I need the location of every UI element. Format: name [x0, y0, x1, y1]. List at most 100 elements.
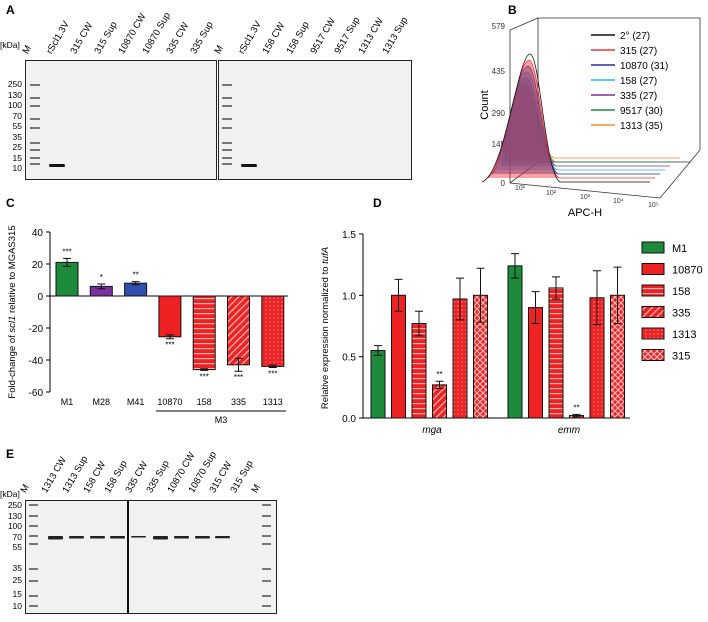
bar: [370, 350, 386, 419]
x-tick: 10⁵: [648, 202, 659, 209]
error-bar: [476, 267, 485, 323]
legend-label: 10870 (31): [620, 61, 668, 72]
panel-label-d: D: [373, 196, 382, 210]
bar: [411, 323, 427, 419]
bar: [507, 265, 523, 419]
legend-swatch: [641, 306, 665, 318]
error-bar: [531, 291, 540, 325]
y-tick: 579: [492, 22, 506, 31]
legend-swatch: [641, 241, 665, 254]
legend-label: 158: [672, 286, 690, 298]
error-bar: [572, 413, 581, 418]
x-tick: M41: [127, 397, 145, 407]
kda-marker: 100: [7, 100, 22, 110]
y-tick: 0: [37, 292, 43, 303]
ladder-band: [30, 118, 40, 120]
group-label: M3: [215, 415, 228, 425]
kda-marker: 25: [12, 142, 22, 152]
significance: ***: [234, 373, 243, 382]
ladder-band: [262, 595, 271, 597]
error-bar: [552, 276, 560, 300]
ladder-band: [222, 157, 232, 159]
ladder-band: [30, 105, 40, 107]
ladder-band: [262, 543, 271, 545]
kda-marker: 100: [7, 521, 22, 531]
legend-label: 10870: [672, 265, 703, 277]
ladder-band: [222, 84, 232, 86]
x-tick: 10³: [580, 194, 591, 201]
error-bar: [613, 266, 622, 325]
significance: *: [100, 273, 103, 282]
kda-marker: 130: [7, 510, 22, 521]
kda-marker: 70: [12, 531, 22, 542]
ladder-band: [222, 97, 232, 99]
bar: [548, 287, 564, 419]
ladder-band: [30, 142, 40, 144]
bar: [261, 295, 285, 367]
panel-label-a: A: [6, 3, 15, 17]
kda-marker: 15: [12, 589, 22, 599]
x-tick: 1313: [263, 397, 283, 407]
significance: **: [132, 271, 138, 280]
error-bar: [131, 281, 140, 286]
plot-floor: [509, 149, 701, 199]
protein-band: [195, 536, 210, 539]
y-tick: 1.5: [342, 230, 356, 241]
western-blot-a-right: [218, 60, 412, 180]
legend-label: 1313 (35): [620, 121, 663, 132]
x-tick: 10²: [546, 190, 557, 197]
ladder-band: [29, 504, 38, 506]
ladder-band: [29, 515, 38, 517]
legend-label: 315 (27): [620, 46, 657, 57]
ladder-band: [262, 605, 271, 607]
y-tick: 290: [492, 109, 506, 118]
legend-label: 335: [672, 308, 690, 320]
legend-label: 335 (27): [620, 91, 657, 102]
y-tick: 20: [32, 260, 44, 271]
protein-band: [241, 164, 257, 167]
blot-divider: [127, 500, 129, 613]
ladder-band: [29, 605, 38, 607]
y-axis-label: Fold-change of scl1 relative to MGAS315: [7, 225, 18, 398]
y-tick: -20: [29, 324, 44, 335]
y-tick: -40: [29, 356, 44, 367]
ladder-band: [262, 515, 271, 517]
ladder-band: [29, 525, 38, 527]
kda-marker: 10: [12, 163, 22, 173]
error-bar: [511, 253, 519, 279]
ladder-band: [222, 149, 232, 151]
x-tick: 335: [231, 397, 246, 407]
significance: ***: [165, 341, 174, 350]
x-tick: 10¹: [515, 185, 526, 192]
bar: [192, 295, 216, 371]
error-bar: [268, 364, 277, 369]
error-bar: [456, 277, 464, 321]
bar: [432, 384, 447, 419]
x-tick: M28: [93, 397, 111, 407]
x-tick: 10870: [157, 397, 182, 407]
y-axis-label: Count: [479, 90, 491, 119]
bar: [528, 307, 543, 419]
x-axis-label: APC-H: [568, 207, 602, 219]
error-bar: [97, 283, 106, 290]
significance: ***: [268, 370, 277, 379]
ladder-band: [30, 84, 40, 86]
x-tick: emm: [558, 425, 580, 436]
error-bar: [415, 310, 423, 337]
error-bar: [234, 357, 243, 372]
ladder-band: [30, 97, 40, 99]
legend-swatch: [641, 349, 665, 361]
significance: ***: [200, 372, 209, 381]
ladder-band: [30, 163, 40, 165]
y-tick: 40: [32, 228, 44, 239]
ladder-band: [262, 504, 271, 506]
histogram-trace: [481, 53, 650, 183]
kda-marker: 15: [12, 152, 22, 163]
protein-band: [215, 536, 230, 539]
kda-marker: 35: [12, 563, 22, 573]
ladder-band: [222, 105, 232, 107]
error-bar: [165, 334, 174, 340]
legend-label: M1: [672, 243, 687, 255]
significance: **: [436, 370, 442, 379]
